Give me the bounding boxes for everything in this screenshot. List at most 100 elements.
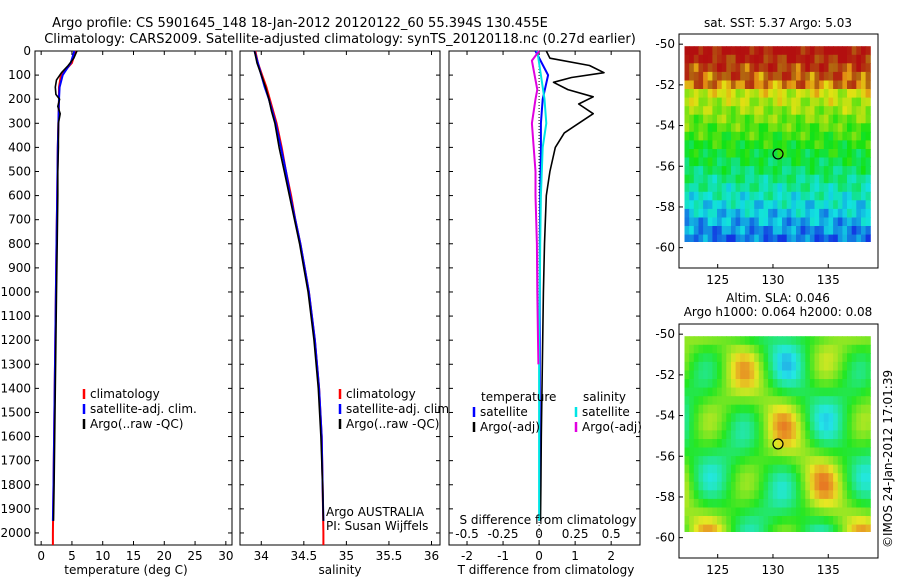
map-cell <box>707 54 713 64</box>
map-cell <box>689 336 695 346</box>
map-cell <box>703 498 709 509</box>
map-cell <box>796 396 802 406</box>
map-cell <box>731 481 737 491</box>
map-cell <box>828 208 834 219</box>
map-cell <box>731 166 737 176</box>
map-cell <box>856 80 862 90</box>
map-cell <box>809 456 816 466</box>
plot-frame <box>239 50 441 546</box>
map-cell <box>819 404 825 414</box>
map-cell <box>865 131 871 141</box>
map-cell <box>754 200 760 210</box>
map-cell <box>809 498 816 509</box>
map-cell <box>758 439 764 449</box>
map-cell <box>689 413 695 423</box>
map-cell <box>707 97 713 107</box>
map-cell <box>758 421 764 431</box>
map-cell <box>707 183 713 193</box>
map-cell <box>772 80 778 90</box>
map-cell <box>693 396 699 406</box>
map-cell <box>763 80 769 90</box>
map-cell <box>819 166 825 176</box>
map-cell <box>754 516 760 526</box>
map-cell <box>717 396 723 406</box>
map-cell <box>842 490 848 500</box>
map-cell <box>721 481 727 491</box>
map-cell <box>735 191 741 201</box>
map-cell <box>768 140 774 150</box>
map-cell <box>833 123 839 133</box>
map-cell <box>856 114 862 124</box>
map-cell <box>731 63 737 73</box>
map-cell <box>693 131 699 141</box>
map-cell <box>805 507 811 517</box>
map-cell <box>809 217 816 227</box>
map-cell <box>712 174 718 184</box>
map-cell <box>749 217 755 227</box>
map-cell <box>786 166 792 176</box>
map-cell <box>856 524 862 532</box>
map-cell <box>800 507 806 517</box>
map-cell <box>823 217 829 227</box>
map-cell <box>763 157 769 167</box>
map-cell <box>777 200 783 210</box>
map-cell <box>819 447 825 457</box>
series-line <box>539 50 605 521</box>
map-cell <box>749 507 755 517</box>
map-cell <box>712 63 718 73</box>
map-cell <box>717 464 723 474</box>
map-cell <box>703 456 709 466</box>
map-cell <box>842 404 848 414</box>
map-cell <box>693 114 699 124</box>
map-cell <box>847 217 853 227</box>
map-cell <box>847 140 853 150</box>
map-cell <box>754 63 760 73</box>
map-cell <box>693 524 699 532</box>
map-cell <box>763 336 769 346</box>
map-cell <box>809 361 816 372</box>
map-cell <box>758 413 764 423</box>
map-cell <box>782 140 788 150</box>
map-cell <box>833 106 839 116</box>
map-cell <box>814 370 820 380</box>
x-tick-label: 34 <box>254 549 269 563</box>
map-cell <box>684 464 690 474</box>
legend-label: climatology <box>346 387 416 401</box>
map-cell <box>717 140 723 150</box>
map-cell <box>744 387 751 397</box>
map-cell <box>796 200 802 210</box>
map-cell <box>763 456 769 466</box>
map-cell <box>707 89 713 99</box>
map-cell <box>768 507 774 517</box>
map-cell <box>758 370 764 380</box>
map-cell <box>698 430 704 440</box>
map-cell <box>777 473 783 483</box>
map-cell <box>786 516 792 526</box>
map-cell <box>828 200 834 210</box>
map-y-tick-label: -60 <box>655 531 675 545</box>
map-cell <box>786 217 792 227</box>
map-cell <box>763 174 769 184</box>
map-cell <box>693 54 699 64</box>
map-cell <box>823 447 829 457</box>
map-cell <box>689 430 695 440</box>
map-cell <box>693 200 699 210</box>
map-cell <box>749 524 755 532</box>
map-cell <box>837 234 843 242</box>
map-cell <box>828 157 834 167</box>
map-cell <box>861 456 867 466</box>
map-cell <box>851 191 857 201</box>
map-cell <box>823 80 829 90</box>
map-cell <box>796 447 802 457</box>
map-cell <box>828 370 834 380</box>
map-cell <box>782 473 788 483</box>
y-tick-label: 1600 <box>0 430 31 444</box>
map-cell <box>833 89 839 99</box>
map-cell <box>703 97 709 107</box>
x-tick-label: 15 <box>126 549 141 563</box>
map-cell <box>698 490 704 500</box>
map-cell <box>712 336 718 346</box>
map-cell <box>823 396 829 406</box>
map-cell <box>768 524 774 532</box>
